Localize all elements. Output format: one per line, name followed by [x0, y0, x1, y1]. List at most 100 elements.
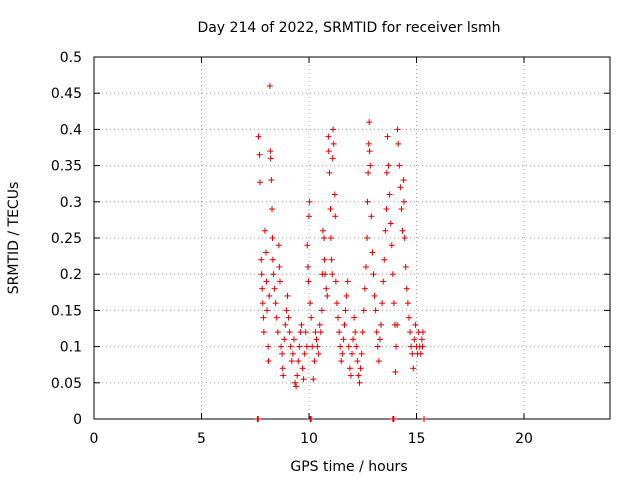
data-point	[300, 376, 307, 383]
data-point	[304, 242, 311, 249]
data-point	[328, 256, 335, 263]
data-point	[318, 307, 325, 314]
data-point	[343, 292, 350, 299]
data-point	[269, 256, 276, 263]
data-point	[375, 358, 382, 365]
data-point	[279, 350, 286, 357]
data-point	[311, 358, 318, 365]
data-point	[266, 82, 273, 89]
x-tick-label: 15	[408, 431, 426, 447]
data-point	[290, 336, 297, 343]
data-point	[392, 368, 399, 375]
data-point	[403, 285, 410, 292]
data-point	[384, 133, 391, 140]
data-point	[265, 358, 272, 365]
data-point	[360, 307, 367, 314]
data-point	[419, 329, 426, 336]
data-point	[365, 169, 372, 176]
data-point	[368, 213, 375, 220]
data-point	[366, 119, 373, 126]
data-point	[263, 278, 270, 285]
data-point	[276, 263, 283, 270]
data-point	[327, 235, 334, 241]
data-point	[276, 278, 283, 285]
data-point	[306, 213, 312, 220]
data-point	[411, 336, 418, 343]
data-point	[380, 278, 387, 285]
data-point	[265, 343, 272, 350]
data-point	[279, 365, 286, 372]
data-point	[383, 169, 390, 176]
data-point	[383, 206, 390, 213]
x-tick-label: 0	[90, 431, 99, 447]
data-point	[369, 249, 376, 256]
data-point	[298, 321, 305, 328]
data-point	[357, 365, 364, 372]
data-point	[325, 148, 332, 155]
y-tick-label: 0.35	[51, 159, 82, 175]
data-point	[274, 329, 281, 336]
data-point	[379, 300, 386, 307]
data-point	[382, 227, 389, 234]
data-point	[321, 235, 328, 241]
data-point	[261, 227, 268, 234]
data-point	[388, 242, 395, 249]
data-point	[354, 358, 361, 365]
data-point	[347, 372, 354, 379]
data-point	[315, 350, 322, 357]
data-point	[269, 206, 276, 213]
data-point	[314, 343, 321, 350]
data-point	[282, 321, 289, 328]
chart-title: Day 214 of 2022, SRMTID for receiver lsm…	[197, 20, 500, 36]
data-point	[333, 300, 340, 307]
data-point	[339, 350, 346, 357]
x-tick-label: 10	[300, 431, 318, 447]
data-point	[381, 256, 388, 263]
data-point	[350, 336, 357, 343]
data-point	[297, 329, 304, 336]
data-point	[258, 256, 265, 263]
data-point	[417, 350, 424, 357]
data-point	[307, 300, 314, 307]
data-point	[275, 242, 282, 249]
data-point	[327, 206, 334, 213]
data-point	[270, 271, 277, 278]
data-point	[398, 206, 405, 213]
data-point	[349, 350, 355, 357]
y-axis-label: SRMTID / TECUs	[6, 182, 22, 295]
y-tick-label: 0.15	[51, 303, 82, 319]
data-point	[288, 358, 295, 365]
data-point	[407, 329, 414, 336]
data-point	[331, 191, 338, 198]
data-point	[322, 271, 329, 278]
data-point	[418, 336, 425, 343]
data-point	[289, 350, 296, 357]
data-point	[390, 300, 397, 307]
data-point	[402, 263, 409, 270]
data-point	[305, 278, 312, 285]
data-point	[312, 329, 319, 336]
data-point	[345, 343, 352, 350]
data-point	[394, 321, 401, 328]
data-point	[359, 329, 366, 336]
data-point	[308, 416, 315, 422]
data-point	[326, 169, 333, 176]
data-point	[255, 133, 262, 140]
data-point	[336, 329, 343, 336]
data-point	[256, 179, 263, 186]
grid-lines	[94, 57, 610, 419]
data-point	[355, 372, 362, 379]
data-point	[299, 365, 306, 372]
data-point	[296, 343, 303, 350]
data-point	[399, 227, 406, 234]
data-point	[255, 416, 262, 422]
data-point	[287, 343, 294, 350]
data-point	[374, 343, 381, 350]
data-point	[364, 235, 371, 241]
data-point	[400, 177, 407, 184]
y-tick-label: 0.05	[51, 376, 82, 392]
data-point	[395, 140, 402, 147]
data-point	[283, 307, 290, 314]
